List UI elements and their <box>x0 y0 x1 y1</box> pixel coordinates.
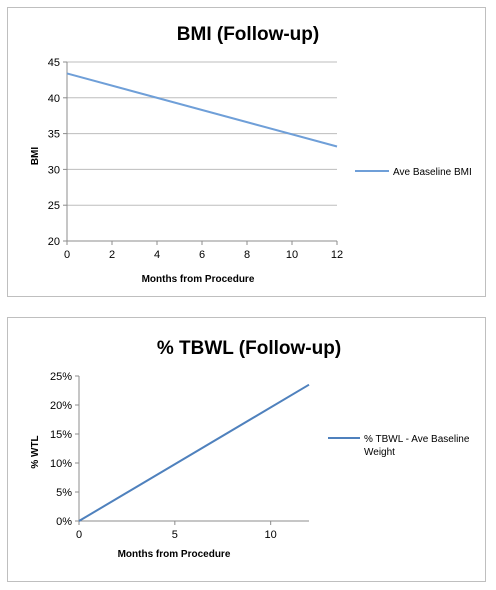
y-tick-label: 40 <box>48 93 60 105</box>
x-tick-label: 8 <box>244 249 250 261</box>
y-tick-label: 30 <box>48 164 60 176</box>
x-tick-label: 5 <box>172 529 178 541</box>
bmi-chart: BMI (Follow-up) 20 25 30 35 40 45 0 2 4 6 8 10 12 M… <box>30 24 472 285</box>
x-tick-label: 12 <box>331 249 343 261</box>
chart-title: % TBWL (Follow-up) <box>157 338 341 359</box>
x-tick-label: 4 <box>154 249 160 261</box>
y-tick-label: 0% <box>56 516 72 528</box>
y-tick-label: 5% <box>56 487 72 499</box>
legend-label: Ave Baseline BMI <box>393 167 472 178</box>
y-tick-label: 20 <box>48 236 60 248</box>
y-tick-label: 10% <box>50 458 72 470</box>
x-tick-label: 10 <box>286 249 298 261</box>
tbwl-chart-panel: % TBWL (Follow-up) 0% 5% 10% 15% 20% 25% 0 5 10… <box>7 317 486 582</box>
y-tick-label: 20% <box>50 400 72 412</box>
y-tick-label: 25% <box>50 371 72 383</box>
legend-label-line-1: % TBWL - Ave Baseline <box>364 434 470 445</box>
y-tick-label: 45 <box>48 57 60 69</box>
bmi-chart-panel: BMI (Follow-up) 20 25 30 35 40 45 0 2 4 6 8 10 12 M… <box>7 7 486 297</box>
x-tick-label: 6 <box>199 249 205 261</box>
chart-title: BMI (Follow-up) <box>177 24 319 45</box>
x-tick-label: 0 <box>76 529 82 541</box>
x-tick-label: 10 <box>265 529 277 541</box>
tbwl-chart: % TBWL (Follow-up) 0% 5% 10% 15% 20% 25% 0 5 10… <box>30 338 472 560</box>
legend-label: % TBWL - Ave Baseline Weight <box>364 434 472 458</box>
series-line <box>78 383 310 522</box>
series-line <box>66 72 338 148</box>
y-tick-label: 25 <box>48 200 60 212</box>
y-tick-label: 35 <box>48 129 60 141</box>
y-axis-label: BMI <box>30 147 41 166</box>
x-axis-label: Months from Procedure <box>118 549 231 560</box>
y-tick-label: 15% <box>50 429 72 441</box>
y-axis-label: % WTL <box>30 435 41 468</box>
legend-label-line-2: Weight <box>364 447 395 458</box>
x-tick-label: 0 <box>64 249 70 261</box>
x-tick-label: 2 <box>109 249 115 261</box>
x-axis-label: Months from Procedure <box>142 274 255 285</box>
